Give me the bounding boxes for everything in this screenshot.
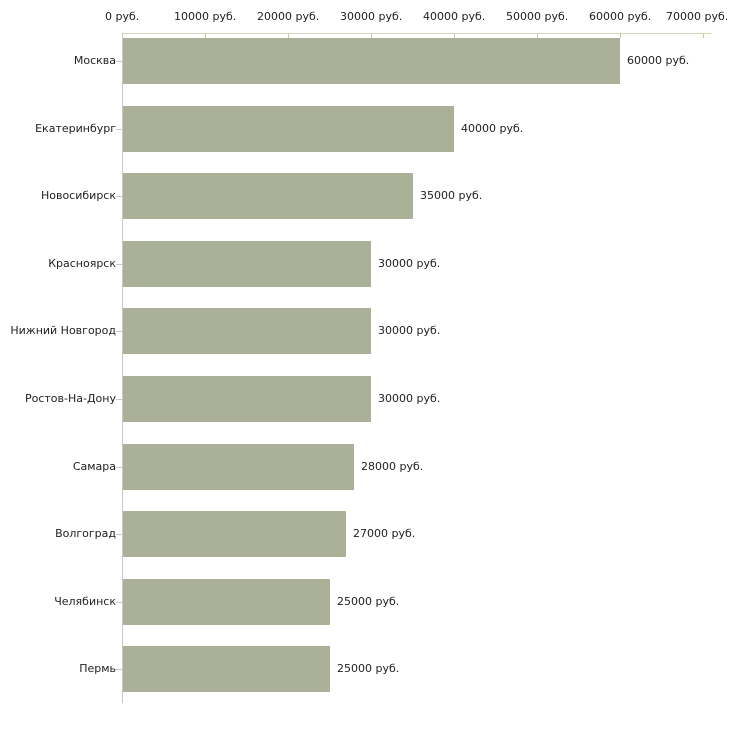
x-tick-mark — [703, 33, 704, 38]
bar — [123, 511, 346, 557]
bar — [123, 38, 620, 84]
category-label: Новосибирск — [40, 189, 116, 202]
x-tick-label: 10000 руб. — [174, 10, 237, 23]
category-tick-mark — [116, 331, 122, 332]
category-tick-mark — [116, 196, 122, 197]
x-tick-label: 50000 руб. — [506, 10, 569, 23]
x-tick-mark — [205, 33, 206, 38]
bar — [123, 308, 371, 354]
category-label: Екатеринбург — [35, 122, 116, 135]
x-tick-mark — [537, 33, 538, 38]
bar — [123, 106, 454, 152]
value-label: 25000 руб. — [337, 595, 400, 608]
category-label: Челябинск — [54, 595, 116, 608]
category-label: Нижний Новгород — [10, 324, 116, 337]
value-label: 35000 руб. — [420, 189, 483, 202]
bar — [123, 444, 354, 490]
category-tick-mark — [116, 264, 122, 265]
x-tick-label: 60000 руб. — [589, 10, 652, 23]
category-label: Пермь — [79, 662, 116, 675]
category-tick-mark — [116, 399, 122, 400]
value-label: 27000 руб. — [353, 527, 416, 540]
bar — [123, 579, 330, 625]
x-tick-mark — [620, 33, 621, 38]
category-label: Ростов-На-Дону — [24, 392, 116, 405]
category-tick-mark — [116, 129, 122, 130]
category-tick-mark — [116, 61, 122, 62]
category-label: Самара — [72, 460, 116, 473]
category-tick-mark — [116, 602, 122, 603]
x-axis-line — [122, 33, 711, 34]
category-tick-mark — [116, 467, 122, 468]
category-label: Москва — [73, 54, 116, 67]
value-label: 30000 руб. — [378, 324, 441, 337]
category-label: Волгоград — [55, 527, 116, 540]
bar — [123, 241, 371, 287]
x-tick-label: 0 руб. — [105, 10, 140, 23]
category-label: Красноярск — [48, 257, 116, 270]
x-tick-mark — [454, 33, 455, 38]
y-axis-line — [122, 33, 123, 703]
value-label: 60000 руб. — [627, 54, 690, 67]
value-label: 30000 руб. — [378, 257, 441, 270]
x-tick-label: 70000 руб. — [666, 10, 729, 23]
value-label: 30000 руб. — [378, 392, 441, 405]
bar — [123, 376, 371, 422]
value-label: 40000 руб. — [461, 122, 524, 135]
x-tick-mark — [371, 33, 372, 38]
x-tick-mark — [122, 33, 123, 38]
x-tick-mark — [288, 33, 289, 38]
x-tick-label: 40000 руб. — [423, 10, 486, 23]
x-tick-label: 20000 руб. — [257, 10, 320, 23]
value-label: 25000 руб. — [337, 662, 400, 675]
category-tick-mark — [116, 669, 122, 670]
value-label: 28000 руб. — [361, 460, 424, 473]
category-tick-mark — [116, 534, 122, 535]
bar — [123, 646, 330, 692]
bar — [123, 173, 413, 219]
x-tick-label: 30000 руб. — [340, 10, 403, 23]
